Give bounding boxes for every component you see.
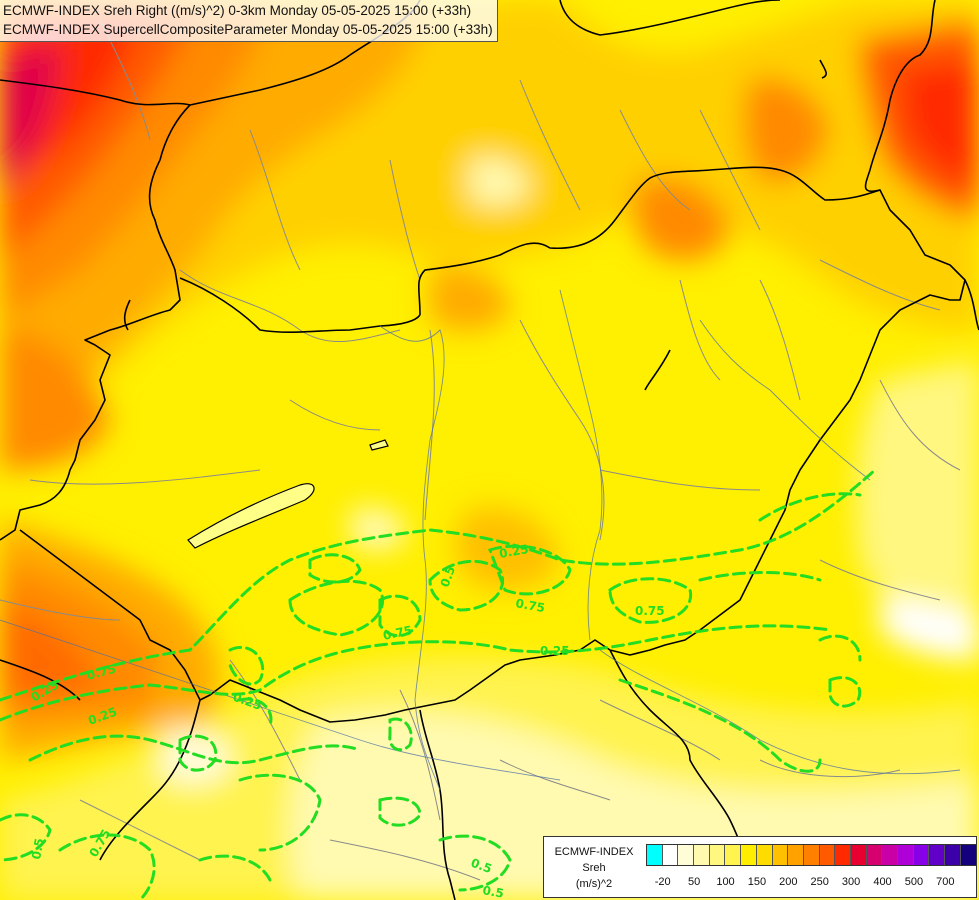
legend-swatch [647,845,663,865]
contour-label: 0.5 [29,837,46,860]
contour-label: 0.5 [438,564,458,589]
map-title: ECMWF-INDEX Sreh Right ((m/s)^2) 0-3km M… [0,0,498,42]
legend-swatch [694,845,710,865]
legend-color-bar [646,844,978,866]
legend-tick-label: -20 [654,876,671,888]
legend-tick-label: 50 [687,876,701,888]
legend-swatch [788,845,804,865]
legend-unit-label: (m/s)^2 [575,878,613,890]
contour-label: 0.75 [514,596,546,615]
legend-swatch [929,845,946,865]
legend-tick-label: 250 [810,876,829,888]
contour-label: 0.75 [382,623,414,643]
lake-balaton [187,483,315,549]
legend-swatch [678,845,695,865]
scp-contours [0,468,877,900]
legend-swatch [662,845,679,865]
legend-swatch [945,845,961,865]
legend-tick-label: 150 [747,876,767,888]
contour-label: 0.25 [540,644,570,658]
legend-swatch [898,845,914,865]
legend-tick-label: 200 [779,876,798,888]
legend-swatch [913,845,930,865]
contour-label: 0.25 [498,542,530,561]
legend-swatch [741,845,757,865]
color-legend: ECMWF-INDEX Sreh (m/s)^2 -20 50 100 150 200 2… [543,836,978,898]
legend-swatch [756,845,773,865]
lakes [187,439,389,549]
contour-label: 0.5 [469,856,494,876]
legend-swatch [960,845,977,865]
legend-swatch [819,845,836,865]
legend-swatch [850,845,867,865]
legend-swatch [882,845,898,865]
legend-swatch [866,845,883,865]
legend-tick-label: 500 [904,876,924,888]
region-boundaries [0,19,961,881]
legend-tick-label: 300 [841,876,861,888]
legend-swatch [835,845,851,865]
rivers [0,289,961,791]
legend-swatch [772,845,789,865]
legend-swatch [803,845,820,865]
title-line-scp: ECMWF-INDEX SupercellCompositeParameter … [3,22,493,37]
legend-tick-label: 400 [873,876,892,888]
contour-label: 0.75 [635,604,665,618]
legend-model-label: ECMWF-INDEX [554,846,634,858]
legend-tick-label: 700 [936,876,955,888]
legend-swatch [709,845,726,865]
title-line-sreh: ECMWF-INDEX Sreh Right ((m/s)^2) 0-3km M… [3,3,472,18]
contour-label: 0.5 [481,883,504,900]
legend-swatch [725,845,742,865]
legend-tick-label: 100 [716,876,735,888]
legend-param-label: Sreh [582,862,606,874]
